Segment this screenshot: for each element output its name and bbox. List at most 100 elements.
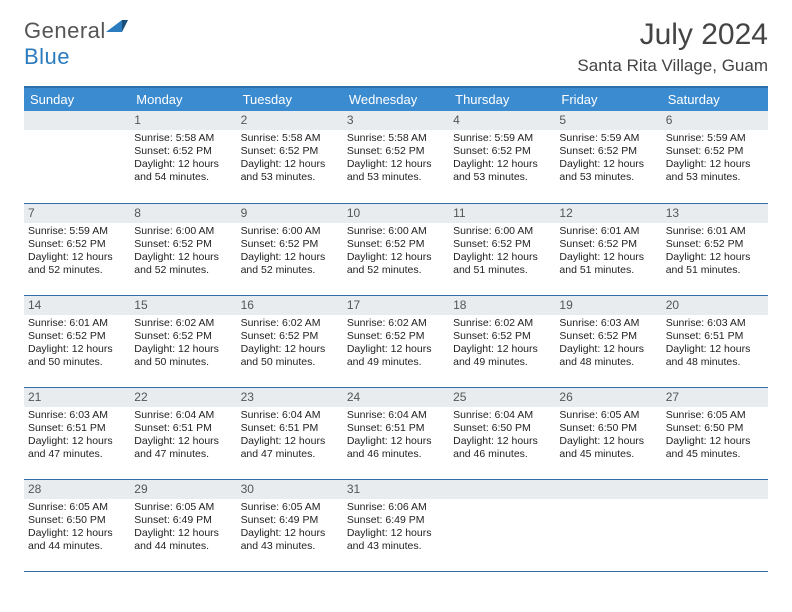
day-number: 8: [130, 204, 236, 223]
day-number: 28: [24, 480, 130, 499]
day-cell: 1 Sunrise: 5:58 AMSunset: 6:52 PMDaylight…: [130, 111, 236, 203]
day-details: Sunrise: 6:00 AMSunset: 6:52 PMDaylight:…: [347, 225, 445, 278]
day-number: 14: [24, 296, 130, 315]
day-details: Sunrise: 6:00 AMSunset: 6:52 PMDaylight:…: [453, 225, 551, 278]
day-details: Sunrise: 6:00 AMSunset: 6:52 PMDaylight:…: [134, 225, 232, 278]
title-block: July 2024 Santa Rita Village, Guam: [577, 18, 768, 76]
day-cell: 15 Sunrise: 6:02 AMSunset: 6:52 PMDayligh…: [130, 295, 236, 387]
weekday-header: Tuesday: [237, 87, 343, 111]
day-number: 16: [237, 296, 343, 315]
day-details: Sunrise: 6:05 AMSunset: 6:50 PMDaylight:…: [666, 409, 764, 462]
day-details: Sunrise: 6:04 AMSunset: 6:51 PMDaylight:…: [241, 409, 339, 462]
weekday-header: Wednesday: [343, 87, 449, 111]
calendar-head: SundayMondayTuesdayWednesdayThursdayFrid…: [24, 87, 768, 111]
day-cell: 16 Sunrise: 6:02 AMSunset: 6:52 PMDayligh…: [237, 295, 343, 387]
day-cell: 2 Sunrise: 5:58 AMSunset: 6:52 PMDaylight…: [237, 111, 343, 203]
day-number: 12: [555, 204, 661, 223]
weekday-header: Sunday: [24, 87, 130, 111]
day-cell: 7 Sunrise: 5:59 AMSunset: 6:52 PMDaylight…: [24, 203, 130, 295]
day-number: 11: [449, 204, 555, 223]
day-number: 20: [662, 296, 768, 315]
day-number: 18: [449, 296, 555, 315]
day-details: Sunrise: 6:04 AMSunset: 6:51 PMDaylight:…: [347, 409, 445, 462]
day-details: Sunrise: 6:02 AMSunset: 6:52 PMDaylight:…: [134, 317, 232, 370]
day-cell: 12Sunrise: 6:01 AMSunset: 6:52 PMDayligh…: [555, 203, 661, 295]
day-details: Sunrise: 5:59 AMSunset: 6:52 PMDaylight:…: [559, 132, 657, 185]
day-details: Sunrise: 6:03 AMSunset: 6:51 PMDaylight:…: [28, 409, 126, 462]
day-cell: 25Sunrise: 6:04 AMSunset: 6:50 PMDayligh…: [449, 387, 555, 479]
calendar-row: 14Sunrise: 6:01 AMSunset: 6:52 PMDayligh…: [24, 295, 768, 387]
day-cell: 18Sunrise: 6:02 AMSunset: 6:52 PMDayligh…: [449, 295, 555, 387]
day-details: Sunrise: 6:02 AMSunset: 6:52 PMDaylight:…: [241, 317, 339, 370]
day-cell: 21 Sunrise: 6:03 AMSunset: 6:51 PMDayligh…: [24, 387, 130, 479]
brand-name: General Blue: [24, 18, 128, 70]
day-cell: 31 Sunrise: 6:06 AMSunset: 6:49 PMDayligh…: [343, 479, 449, 571]
calendar-table: SundayMondayTuesdayWednesdayThursdayFrid…: [24, 86, 768, 572]
day-cell: 10Sunrise: 6:00 AMSunset: 6:52 PMDayligh…: [343, 203, 449, 295]
day-number: 17: [343, 296, 449, 315]
day-number: 15: [130, 296, 236, 315]
day-cell: 19 Sunrise: 6:03 AMSunset: 6:52 PMDayligh…: [555, 295, 661, 387]
calendar-row: 28Sunrise: 6:05 AMSunset: 6:50 PMDayligh…: [24, 479, 768, 571]
day-number: 27: [662, 388, 768, 407]
day-cell: 8 Sunrise: 6:00 AMSunset: 6:52 PMDaylight…: [130, 203, 236, 295]
day-details: Sunrise: 6:03 AMSunset: 6:51 PMDaylight:…: [666, 317, 764, 370]
day-number: 2: [237, 111, 343, 130]
day-cell: 27 Sunrise: 6:05 AMSunset: 6:50 PMDayligh…: [662, 387, 768, 479]
day-number: 31: [343, 480, 449, 499]
day-cell: 14Sunrise: 6:01 AMSunset: 6:52 PMDayligh…: [24, 295, 130, 387]
empty-cell: [24, 111, 130, 203]
day-cell: 6 Sunrise: 5:59 AMSunset: 6:52 PMDaylight…: [662, 111, 768, 203]
day-cell: 22Sunrise: 6:04 AMSunset: 6:51 PMDayligh…: [130, 387, 236, 479]
day-cell: 13 Sunrise: 6:01 AMSunset: 6:52 PMDayligh…: [662, 203, 768, 295]
day-details: Sunrise: 6:05 AMSunset: 6:49 PMDaylight:…: [241, 501, 339, 554]
day-details: Sunrise: 6:03 AMSunset: 6:52 PMDaylight:…: [559, 317, 657, 370]
calendar-row: 1 Sunrise: 5:58 AMSunset: 6:52 PMDaylight…: [24, 111, 768, 203]
day-details: Sunrise: 6:05 AMSunset: 6:49 PMDaylight:…: [134, 501, 232, 554]
day-cell: 26Sunrise: 6:05 AMSunset: 6:50 PMDayligh…: [555, 387, 661, 479]
day-number: 13: [662, 204, 768, 223]
weekday-row: SundayMondayTuesdayWednesdayThursdayFrid…: [24, 87, 768, 111]
day-details: Sunrise: 5:59 AMSunset: 6:52 PMDaylight:…: [453, 132, 551, 185]
day-details: Sunrise: 5:58 AMSunset: 6:52 PMDaylight:…: [134, 132, 232, 185]
day-cell: 4Sunrise: 5:59 AMSunset: 6:52 PMDaylight…: [449, 111, 555, 203]
brand-name-b: Blue: [24, 44, 70, 69]
day-details: Sunrise: 5:58 AMSunset: 6:52 PMDaylight:…: [241, 132, 339, 185]
day-number: 6: [662, 111, 768, 130]
day-cell: 17 Sunrise: 6:02 AMSunset: 6:52 PMDayligh…: [343, 295, 449, 387]
day-details: Sunrise: 6:02 AMSunset: 6:52 PMDaylight:…: [347, 317, 445, 370]
day-details: Sunrise: 6:00 AMSunset: 6:52 PMDaylight:…: [241, 225, 339, 278]
day-number: 23: [237, 388, 343, 407]
day-details: Sunrise: 6:06 AMSunset: 6:49 PMDaylight:…: [347, 501, 445, 554]
day-cell: 9Sunrise: 6:00 AMSunset: 6:52 PMDaylight…: [237, 203, 343, 295]
weekday-header: Thursday: [449, 87, 555, 111]
day-cell: 20 Sunrise: 6:03 AMSunset: 6:51 PMDayligh…: [662, 295, 768, 387]
page-header: General Blue July 2024 Santa Rita Villag…: [24, 18, 768, 76]
day-number: 19: [555, 296, 661, 315]
day-details: Sunrise: 5:58 AMSunset: 6:52 PMDaylight:…: [347, 132, 445, 185]
day-cell: 24 Sunrise: 6:04 AMSunset: 6:51 PMDayligh…: [343, 387, 449, 479]
day-cell: 28Sunrise: 6:05 AMSunset: 6:50 PMDayligh…: [24, 479, 130, 571]
brand-mark-icon: [106, 14, 128, 32]
empty-cell: [449, 479, 555, 571]
day-details: Sunrise: 5:59 AMSunset: 6:52 PMDaylight:…: [666, 132, 764, 185]
empty-cell: [662, 479, 768, 571]
brand-logo: General Blue: [24, 18, 128, 70]
day-number: 21: [24, 388, 130, 407]
day-number: 5: [555, 111, 661, 130]
day-cell: 11 Sunrise: 6:00 AMSunset: 6:52 PMDayligh…: [449, 203, 555, 295]
day-details: Sunrise: 6:05 AMSunset: 6:50 PMDaylight:…: [559, 409, 657, 462]
month-title: July 2024: [577, 18, 768, 52]
day-cell: 23 Sunrise: 6:04 AMSunset: 6:51 PMDayligh…: [237, 387, 343, 479]
weekday-header: Friday: [555, 87, 661, 111]
day-cell: 30 Sunrise: 6:05 AMSunset: 6:49 PMDayligh…: [237, 479, 343, 571]
day-number: 24: [343, 388, 449, 407]
day-details: Sunrise: 6:04 AMSunset: 6:51 PMDaylight:…: [134, 409, 232, 462]
weekday-header: Monday: [130, 87, 236, 111]
day-details: Sunrise: 6:01 AMSunset: 6:52 PMDaylight:…: [666, 225, 764, 278]
day-number: 1: [130, 111, 236, 130]
day-details: Sunrise: 5:59 AMSunset: 6:52 PMDaylight:…: [28, 225, 126, 278]
day-number: 7: [24, 204, 130, 223]
day-number: 30: [237, 480, 343, 499]
calendar-row: 7 Sunrise: 5:59 AMSunset: 6:52 PMDaylight…: [24, 203, 768, 295]
